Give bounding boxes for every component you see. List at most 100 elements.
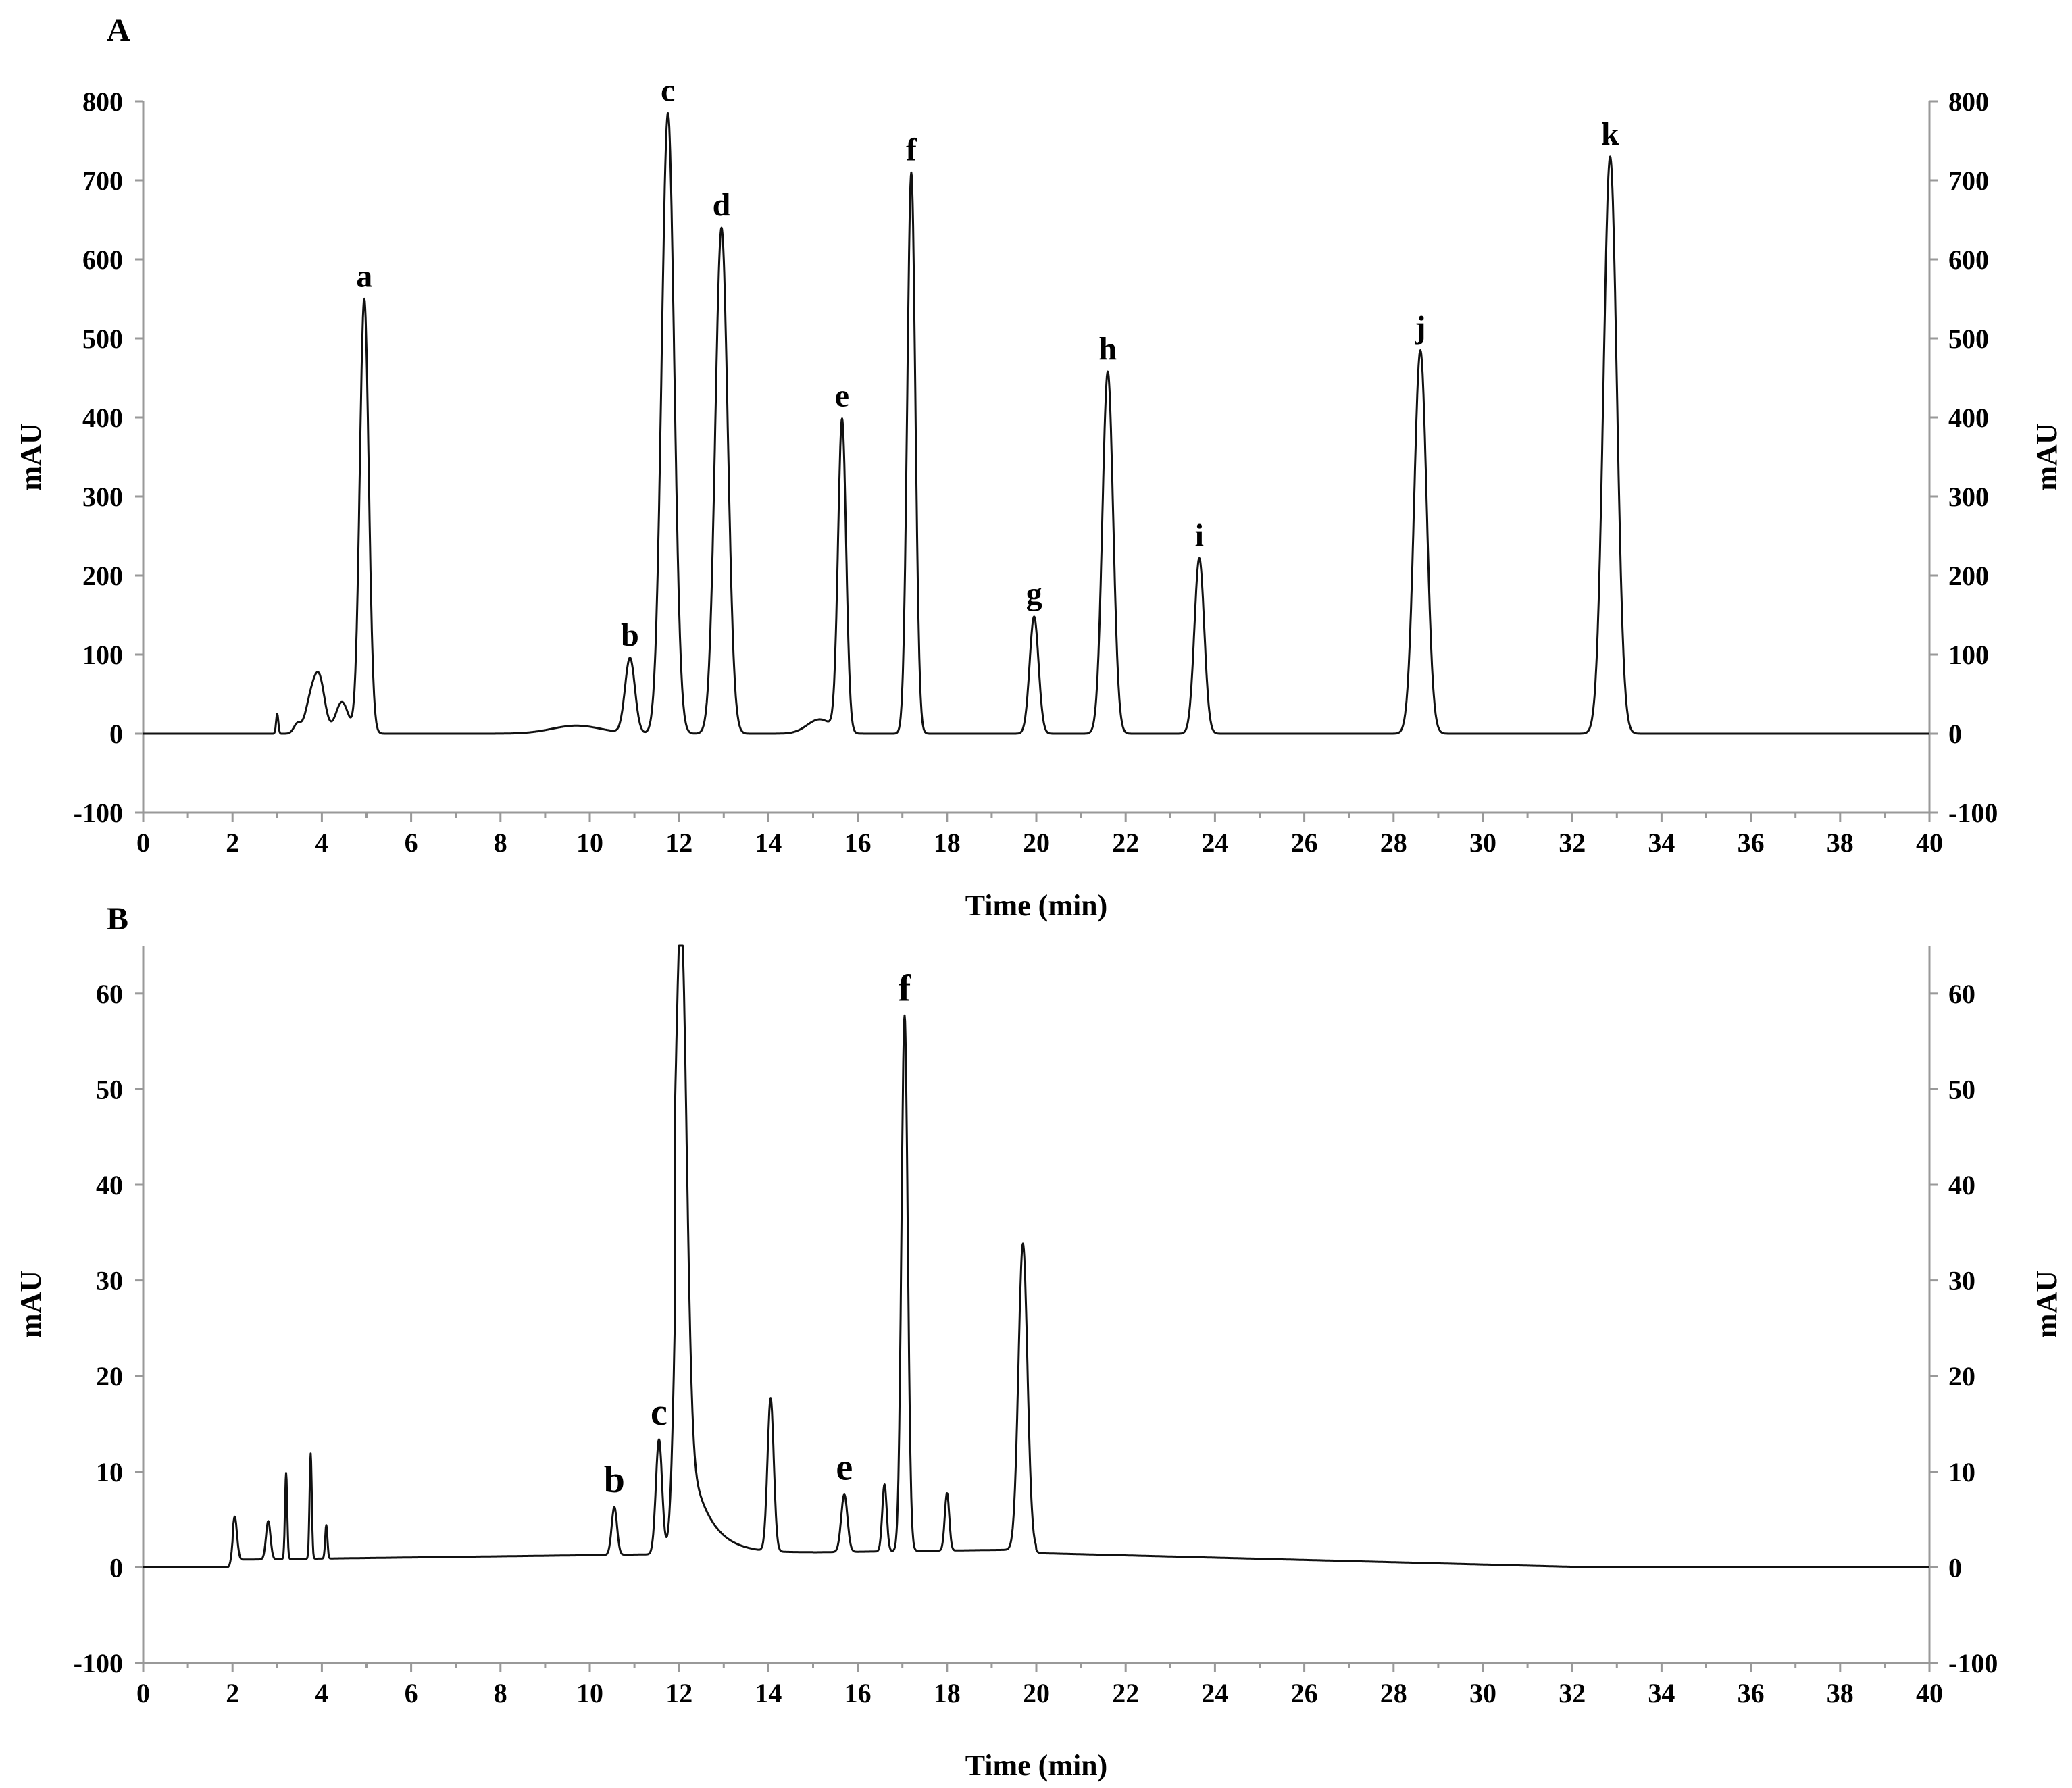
y-tick-label: 10	[96, 1457, 123, 1487]
x-tick-label: 36	[1738, 827, 1765, 858]
peak-label: c	[661, 73, 675, 109]
y-tick-label: 700	[82, 165, 123, 196]
y-tick-label-right: 60	[1948, 979, 1975, 1009]
y-tick-label-right: -100	[1948, 798, 1998, 828]
y-tick-label-right: 0	[1948, 719, 1962, 749]
x-tick-label: 2	[226, 827, 239, 858]
x-tick-label: 22	[1112, 827, 1139, 858]
peak-label: e	[835, 378, 849, 414]
x-tick-label: 34	[1648, 827, 1675, 858]
peak-label: f	[906, 132, 917, 168]
x-tick-label: 34	[1648, 1678, 1675, 1708]
peak-label: b	[621, 617, 639, 653]
y-tick-label: 400	[82, 403, 123, 433]
y-tick-label: 300	[82, 482, 123, 512]
y-tick-label: 500	[82, 324, 123, 354]
x-tick-label: 40	[1916, 827, 1943, 858]
peak-label: d	[713, 187, 731, 223]
y-tick-label-right: -100	[1948, 1648, 1998, 1679]
x-tick-label: 0	[136, 1678, 150, 1708]
y-tick-label: 800	[82, 86, 123, 117]
x-tick-label: 40	[1916, 1678, 1943, 1708]
x-tick-label: 12	[665, 827, 692, 858]
x-tick-label: 14	[755, 827, 782, 858]
y-tick-label: 20	[96, 1361, 123, 1391]
peak-label: e	[836, 1446, 853, 1488]
peak-label: k	[1601, 116, 1619, 152]
y-tick-label: 40	[96, 1170, 123, 1200]
panel-label: B	[107, 901, 128, 937]
x-tick-label: 18	[934, 1678, 961, 1708]
x-tick-label: 20	[1023, 827, 1050, 858]
x-tick-label: 22	[1112, 1678, 1139, 1708]
y-axis-label-right: mAU	[2030, 1271, 2063, 1338]
y-tick-label-right: 20	[1948, 1361, 1975, 1391]
x-tick-label: 6	[405, 827, 418, 858]
y-tick-label-right: 600	[1948, 245, 1989, 275]
x-tick-label: 16	[844, 827, 871, 858]
x-tick-label: 0	[136, 827, 150, 858]
x-tick-label: 32	[1559, 1678, 1586, 1708]
x-tick-label: 6	[405, 1678, 418, 1708]
y-tick-label-right: 50	[1948, 1074, 1975, 1104]
y-tick-label-right: 300	[1948, 482, 1989, 512]
x-tick-label: 36	[1738, 1678, 1765, 1708]
y-tick-label-right: 200	[1948, 561, 1989, 591]
peak-label: a	[356, 258, 372, 294]
x-tick-label: 18	[934, 827, 961, 858]
x-tick-label: 8	[494, 1678, 507, 1708]
y-tick-label: -100	[74, 798, 123, 828]
y-tick-label-right: 10	[1948, 1457, 1975, 1487]
x-tick-label: 12	[665, 1678, 692, 1708]
y-tick-label-right: 30	[1948, 1266, 1975, 1296]
x-tick-label: 20	[1023, 1678, 1050, 1708]
x-tick-label: 14	[755, 1678, 782, 1708]
chromatogram-trace	[143, 944, 1930, 1568]
y-tick-label-right: 400	[1948, 403, 1989, 433]
x-tick-label: 24	[1201, 827, 1228, 858]
panel-label: A	[107, 12, 130, 48]
y-axis-label: mAU	[14, 1271, 47, 1338]
y-tick-label: 200	[82, 561, 123, 591]
y-tick-label: 50	[96, 1074, 123, 1104]
x-tick-label: 32	[1559, 827, 1586, 858]
y-tick-label-right: 0	[1948, 1552, 1962, 1583]
y-tick-label-right: 100	[1948, 640, 1989, 670]
y-tick-label-right: 40	[1948, 1170, 1975, 1200]
y-tick-label: 100	[82, 640, 123, 670]
x-axis-label: Time (min)	[965, 889, 1108, 922]
y-tick-label: 600	[82, 245, 123, 275]
y-tick-label-right: 800	[1948, 86, 1989, 117]
peak-label: i	[1195, 517, 1204, 553]
y-tick-label: 60	[96, 979, 123, 1009]
y-axis-label-right: mAU	[2030, 423, 2063, 490]
peak-label: f	[899, 967, 912, 1009]
peak-label: b	[604, 1459, 625, 1501]
x-tick-label: 28	[1380, 1678, 1407, 1708]
x-tick-label: 4	[315, 1678, 328, 1708]
peak-label: c	[651, 1391, 667, 1433]
y-tick-label: -100	[74, 1648, 123, 1679]
x-tick-label: 10	[576, 827, 603, 858]
y-tick-label-right: 700	[1948, 165, 1989, 196]
x-tick-label: 16	[844, 1678, 871, 1708]
y-axis-label: mAU	[14, 423, 47, 490]
y-tick-label: 0	[109, 719, 123, 749]
x-tick-label: 28	[1380, 827, 1407, 858]
x-tick-label: 2	[226, 1678, 239, 1708]
x-tick-label: 38	[1827, 1678, 1854, 1708]
x-tick-label: 10	[576, 1678, 603, 1708]
peak-label: g	[1026, 576, 1042, 612]
peak-label: h	[1098, 331, 1117, 367]
x-tick-label: 8	[494, 827, 507, 858]
chromatogram-trace	[143, 112, 1930, 735]
peak-label: j	[1414, 310, 1425, 346]
y-tick-label: 30	[96, 1266, 123, 1296]
y-tick-label: 0	[109, 1552, 123, 1583]
x-tick-label: 24	[1201, 1678, 1228, 1708]
x-tick-label: 38	[1827, 827, 1854, 858]
x-axis-label: Time (min)	[965, 1749, 1108, 1782]
